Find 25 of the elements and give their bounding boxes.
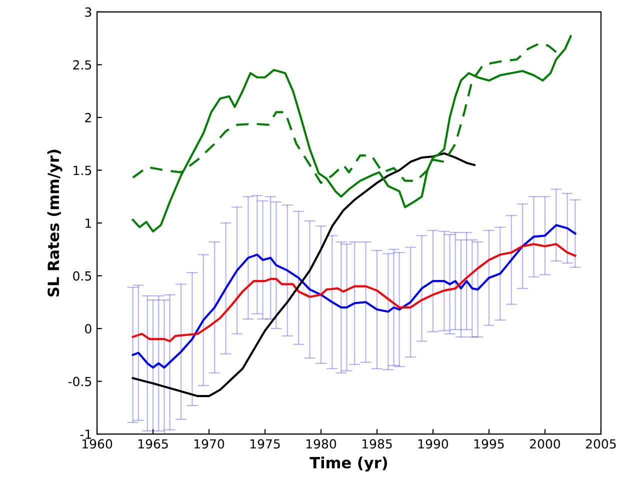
y-tick-label: -0.5 [68,376,92,386]
line-series [132,243,576,342]
y-tick-label: 0.5 [73,271,92,281]
x-tick-label: 2000 [530,439,560,449]
y-tick-label: 1 [86,218,92,228]
x-tick-label: 1960 [82,439,112,449]
x-tick-label: 1985 [362,439,392,449]
x-tick-label: 1970 [194,439,224,449]
line-series [132,35,572,232]
y-tick-label: 0 [85,324,92,334]
x-tick-label: 1980 [306,439,336,449]
line-series [132,224,576,369]
y-tick-label: -1 [80,430,92,439]
x-tick-label: 1995 [474,439,504,449]
y-tick-label: 2 [85,112,91,122]
x-axis-title: Time (yr) [310,456,388,472]
x-tick-label: 1965 [138,439,168,449]
y-tick-label: 3 [85,7,92,17]
line-series [132,152,476,398]
y-axis-title: SL Rates (mm/yr) [47,150,62,296]
x-tick-label: 1975 [250,439,280,449]
y-tick-label: 1.5 [74,166,92,176]
x-tick-label: 1990 [418,439,448,449]
y-tick-label: 2.5 [73,60,92,70]
x-tick-label: 2005 [586,439,616,449]
